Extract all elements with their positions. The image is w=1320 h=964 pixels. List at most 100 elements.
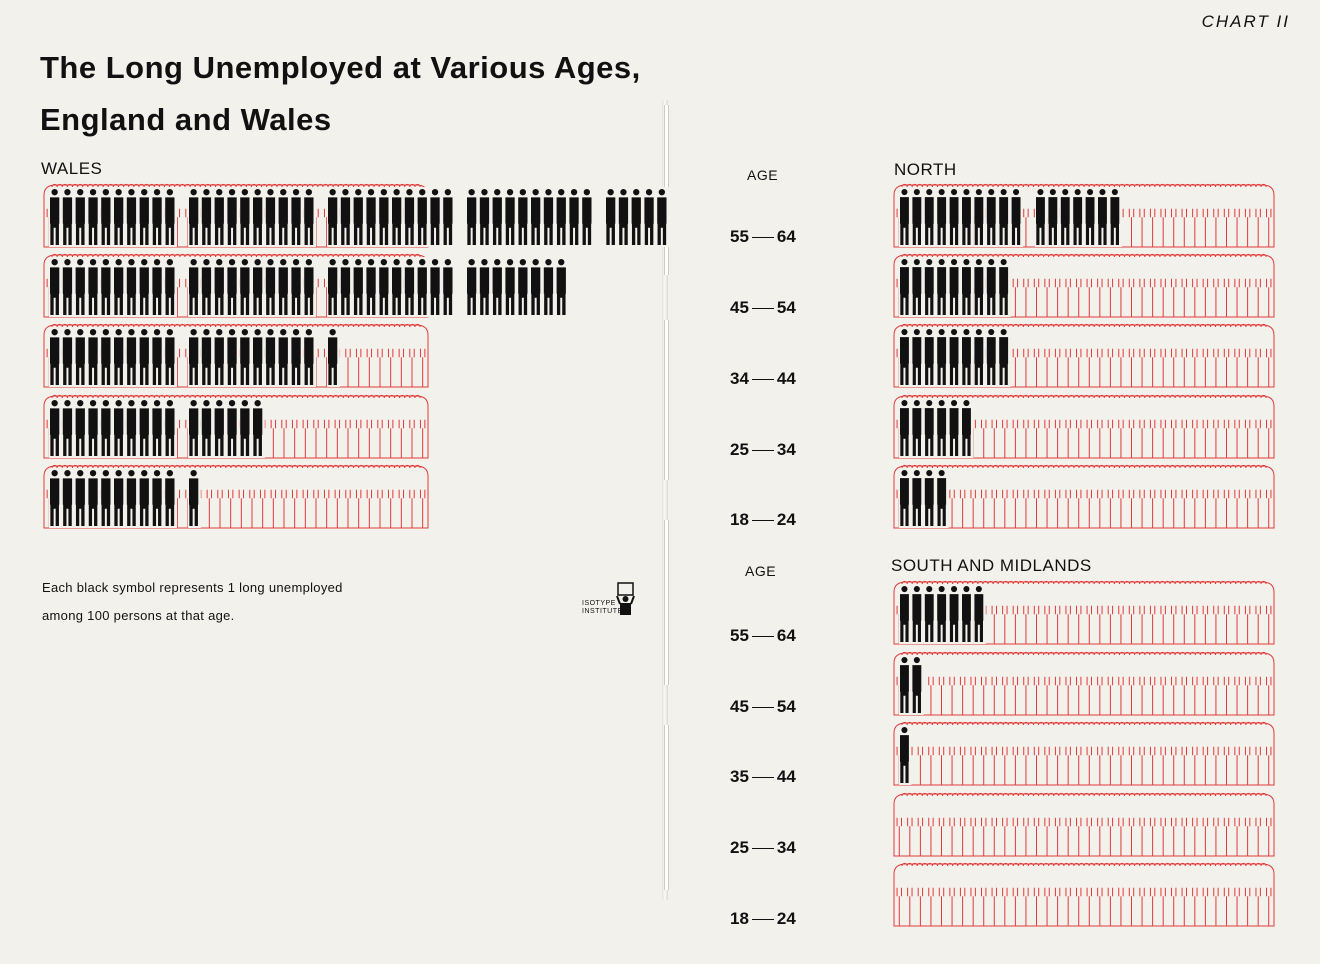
unemployed-person-icon (417, 189, 427, 245)
unemployed-person-icon (974, 259, 984, 315)
age-heading-upper: AGE (747, 167, 779, 183)
unemployed-person-icon (165, 189, 175, 245)
unemployed-person-icon (556, 259, 566, 315)
unemployed-person-icon (62, 400, 73, 456)
unemployed-person-icon (189, 189, 199, 245)
binding-stitch (664, 725, 669, 890)
book-spine (662, 100, 668, 900)
unemployed-person-icon (88, 189, 98, 245)
unemployed-person-icon (949, 189, 959, 245)
unemployed-person-icon (353, 259, 363, 315)
unemployed-person-icon (949, 400, 959, 456)
crowd-outline-bar (893, 721, 1275, 786)
unemployed-person-icon (392, 259, 402, 315)
unemployed-person-icon (1060, 189, 1070, 245)
isotype-row (893, 253, 1275, 318)
unemployed-person-icon (999, 329, 1009, 385)
age-dash (751, 450, 774, 452)
unemployed-person-icon (657, 189, 667, 245)
age-range-label: 55 64 (730, 626, 796, 646)
unemployed-person-icon (404, 189, 415, 245)
unemployed-person-icon (924, 189, 934, 245)
binding-stitch (664, 320, 669, 480)
unemployed-person-icon (531, 259, 541, 315)
unemployed-person-icon (101, 259, 111, 315)
unemployed-person-icon (101, 400, 111, 456)
crowd-outline-bar (893, 464, 1275, 529)
unemployed-person-icon (62, 259, 73, 315)
unemployed-person-icon (924, 470, 934, 526)
unemployed-person-icon (75, 329, 85, 385)
unemployed-person-icon (291, 329, 301, 385)
unemployed-person-icon (291, 189, 301, 245)
unemployed-person-icon (101, 469, 111, 526)
unemployed-person-icon (986, 189, 996, 245)
unemployed-person-icon (531, 189, 541, 245)
age-heading-lower: AGE (745, 563, 777, 579)
age-to: 34 (776, 440, 796, 459)
isotype-row (43, 183, 669, 248)
unemployed-person-icon (924, 329, 934, 385)
unemployed-person-icon (165, 259, 175, 315)
unemployed-person-icon (88, 469, 98, 526)
isotype-row (43, 253, 569, 318)
unemployed-person-icon (304, 259, 314, 315)
unemployed-person-icon (189, 259, 199, 315)
unemployed-person-icon (937, 329, 947, 385)
isotype-row (43, 464, 429, 529)
logo-text-line-1: ISOTYPE (582, 600, 616, 607)
unemployed-person-icon (152, 469, 162, 526)
unemployed-person-icon (912, 259, 922, 315)
unemployed-person-icon (912, 657, 922, 713)
unemployed-person-icon (404, 259, 415, 315)
unemployed-person-icon (75, 469, 85, 526)
unemployed-person-icon (379, 259, 389, 315)
unemployed-person-icon (479, 189, 490, 245)
unemployed-person-icon (114, 329, 124, 385)
age-from: 18 (730, 510, 749, 529)
unemployed-person-icon (278, 329, 288, 385)
age-dash (751, 707, 774, 709)
unemployed-person-icon (114, 469, 124, 526)
legend-note: Each black symbol represents 1 long unem… (42, 574, 343, 630)
unemployed-person-icon (937, 189, 947, 245)
unemployed-person-icon (88, 259, 98, 315)
age-dash (751, 308, 774, 310)
unemployed-person-icon (962, 400, 971, 456)
unemployed-person-icon (1011, 189, 1021, 245)
isotype-row (893, 792, 1275, 857)
unemployed-person-icon (126, 329, 137, 385)
unemployed-person-icon (505, 189, 515, 245)
unemployed-person-icon (974, 586, 984, 642)
crowd-outline-bar (893, 651, 1275, 716)
unemployed-person-icon (912, 470, 922, 526)
unemployed-person-icon (139, 400, 149, 456)
unemployed-person-icon (900, 400, 909, 456)
unemployed-person-icon (949, 329, 959, 385)
unemployed-person-icon (366, 259, 376, 315)
age-to: 34 (776, 838, 796, 857)
unemployed-person-icon (937, 400, 947, 456)
isotype-row (893, 183, 1275, 248)
isotype-row (893, 862, 1275, 927)
unemployed-person-icon (417, 259, 427, 315)
unemployed-person-icon (165, 400, 175, 456)
unemployed-person-icon (126, 469, 137, 526)
unemployed-person-icon (924, 400, 934, 456)
unemployed-person-icon (240, 329, 250, 385)
unemployed-person-icon (937, 470, 947, 526)
unemployed-person-icon (443, 189, 453, 245)
unemployed-person-icon (924, 586, 934, 642)
unemployed-person-icon (543, 259, 554, 315)
unemployed-person-icon (328, 189, 338, 245)
age-dash (751, 379, 774, 381)
unemployed-person-icon (101, 189, 111, 245)
unemployed-person-icon (582, 189, 592, 245)
unemployed-person-icon (227, 189, 237, 245)
unemployed-person-icon (392, 189, 402, 245)
unemployed-person-icon (265, 329, 276, 385)
unemployed-person-icon (139, 329, 149, 385)
